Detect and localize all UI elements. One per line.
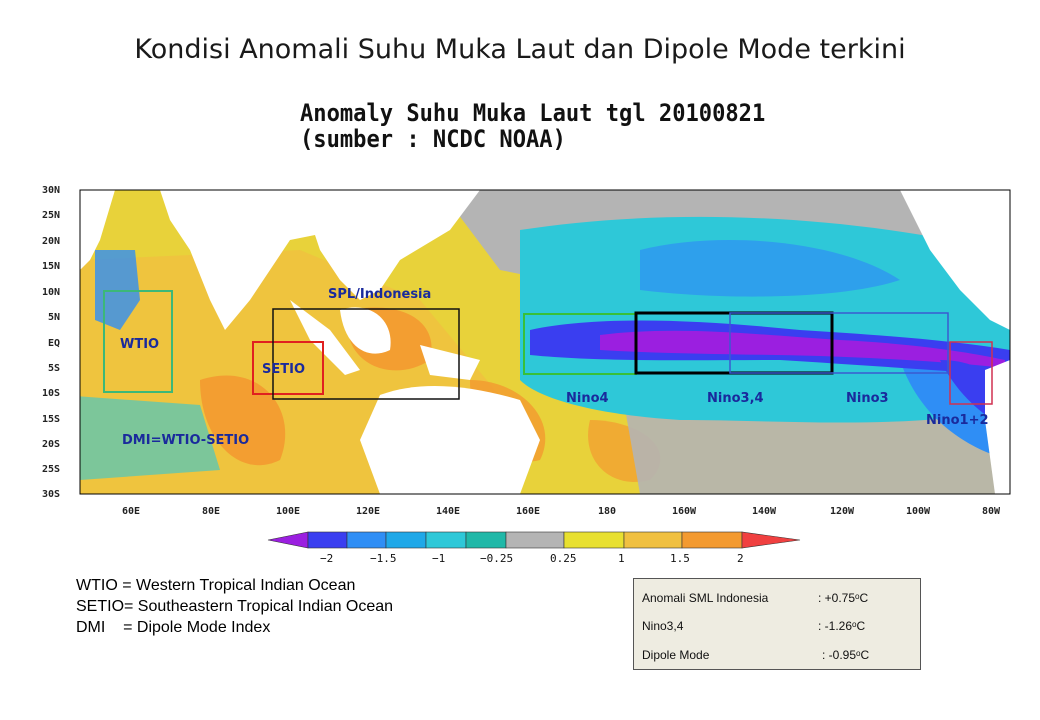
colorbar-cell	[385, 531, 427, 549]
nino3-box	[729, 312, 949, 374]
legend-setio: SETIO= Southeastern Tropical Indian Ocea…	[76, 598, 394, 615]
lon-tick-label: 60E	[122, 506, 140, 517]
map-title: Anomaly Suhu Muka Laut tgl 20100821 (sum…	[300, 100, 765, 152]
info-dipole-label: Dipole Mode	[642, 648, 710, 662]
dmi-label: DMI=WTIO-SETIO	[122, 433, 249, 448]
lon-tick-label: 80W	[982, 506, 1001, 517]
sst-anomaly-map: WTIO SETIO SPL/Indonesia Nino4 Nino3,4 N…	[42, 185, 1011, 565]
lat-tick-label: 5S	[48, 363, 60, 374]
colorbar-cell	[425, 531, 467, 549]
wtio-label: WTIO	[120, 337, 159, 352]
lat-tick-label: 20N	[42, 236, 60, 247]
colorbar-tick-label: 2	[737, 552, 744, 565]
lat-tick-label: 10S	[42, 388, 60, 399]
colorbar-tick-label: −1.5	[370, 552, 397, 565]
lon-tick-label: 100W	[906, 506, 931, 517]
spl-indonesia-label: SPL/Indonesia	[328, 287, 431, 302]
wtio-box	[103, 290, 173, 393]
lon-tick-label: 160E	[516, 506, 540, 517]
slide-title: Kondisi Anomali Suhu Muka Laut dan Dipol…	[134, 34, 906, 65]
map-field: WTIO SETIO SPL/Indonesia Nino4 Nino3,4 N…	[80, 190, 1010, 494]
lat-tick-label: 5N	[48, 312, 60, 323]
land-new-guinea	[420, 345, 480, 380]
lon-axis: 60E 80E 100E 120E 140E 160E 180 160W 140…	[122, 506, 1001, 517]
lat-tick-label: 25N	[42, 210, 60, 221]
cool-region	[640, 240, 900, 297]
lat-axis: 30N 25N 20N 15N 10N 5N EQ 5S 10S 15S 20S…	[42, 185, 60, 500]
map-title-line2: (sumber : NCDC NOAA)	[300, 125, 566, 153]
colorbar: −2 −1.5 −1 −0.25 0.25 1 1.5 2	[267, 531, 801, 565]
cool-region	[80, 396, 220, 480]
land-sumatra	[290, 300, 360, 375]
colorbar-tick-label: 1	[618, 552, 625, 565]
colorbar-max-arrow	[741, 531, 801, 549]
colorbar-min-arrow	[267, 531, 309, 549]
land-americas	[900, 190, 1010, 330]
info-sml-label: Anomali SML Indonesia	[642, 591, 769, 605]
colorbar-cell	[346, 531, 387, 549]
legend-wtio: WTIO = Western Tropical Indian Ocean	[76, 577, 356, 594]
colorbar-cell	[681, 531, 743, 549]
colorbar-tick-label: −2	[320, 552, 333, 565]
lat-tick-label: 30N	[42, 185, 60, 196]
nino12-label: Nino1+2	[926, 413, 989, 428]
land-southeast-asia	[300, 190, 480, 300]
nino34-label: Nino3,4	[707, 391, 764, 406]
colorbar-tick-label: −0.25	[480, 552, 513, 565]
lat-tick-label: 15S	[42, 414, 60, 425]
lon-tick-label: 160W	[672, 506, 697, 517]
colorbar-tick-label: 0.25	[550, 552, 577, 565]
colorbar-cell	[623, 531, 683, 549]
nino3-label: Nino3	[846, 391, 889, 406]
lon-tick-label: 180	[598, 506, 616, 517]
lon-tick-label: 80E	[202, 506, 220, 517]
region-legend: WTIO = Western Tropical Indian Ocean SET…	[76, 575, 393, 638]
land-borneo	[340, 307, 391, 354]
lat-tick-label: 15N	[42, 261, 60, 272]
anomaly-info-box: Anomali SML Indonesia : +0.75ᵒC Nino3,4 …	[633, 578, 921, 670]
nino12-box	[949, 341, 993, 405]
legend-dmi: DMI = Dipole Mode Index	[76, 619, 271, 636]
lon-tick-label: 120E	[356, 506, 380, 517]
setio-box	[252, 341, 324, 395]
map-title-line1: Anomaly Suhu Muka Laut tgl 20100821	[300, 99, 766, 127]
land-arabia-india	[160, 190, 360, 330]
lon-tick-label: 120W	[830, 506, 855, 517]
colorbar-tick-label: −1	[432, 552, 445, 565]
warm-patch	[200, 375, 286, 466]
colorbar-cell	[307, 531, 348, 549]
spl-indonesia-box	[272, 308, 460, 400]
lon-tick-label: 140W	[752, 506, 777, 517]
info-sml-value: : +0.75ᵒC	[818, 591, 869, 605]
lat-tick-label: 30S	[42, 489, 60, 500]
lat-tick-label: EQ	[48, 338, 60, 349]
colorbar-cell	[465, 531, 507, 549]
info-nino34-value: : -1.26ᵒC	[818, 619, 866, 633]
lat-tick-label: 20S	[42, 439, 60, 450]
lon-tick-label: 100E	[276, 506, 300, 517]
land-australia	[360, 385, 540, 494]
nino4-label: Nino4	[566, 391, 609, 406]
info-nino34-label: Nino3,4	[642, 619, 684, 633]
lat-tick-label: 25S	[42, 464, 60, 475]
lat-tick-label: 10N	[42, 287, 60, 298]
setio-label: SETIO	[262, 362, 305, 377]
colorbar-cell	[505, 531, 565, 549]
cold-tongue	[600, 330, 1005, 368]
lon-tick-label: 140E	[436, 506, 460, 517]
map-frame	[79, 189, 1011, 495]
land-africa	[80, 190, 115, 270]
colorbar-cell	[563, 531, 625, 549]
info-dipole-value: : -0.95ᵒC	[822, 648, 870, 662]
colorbar-tick-label: 1.5	[670, 552, 690, 565]
